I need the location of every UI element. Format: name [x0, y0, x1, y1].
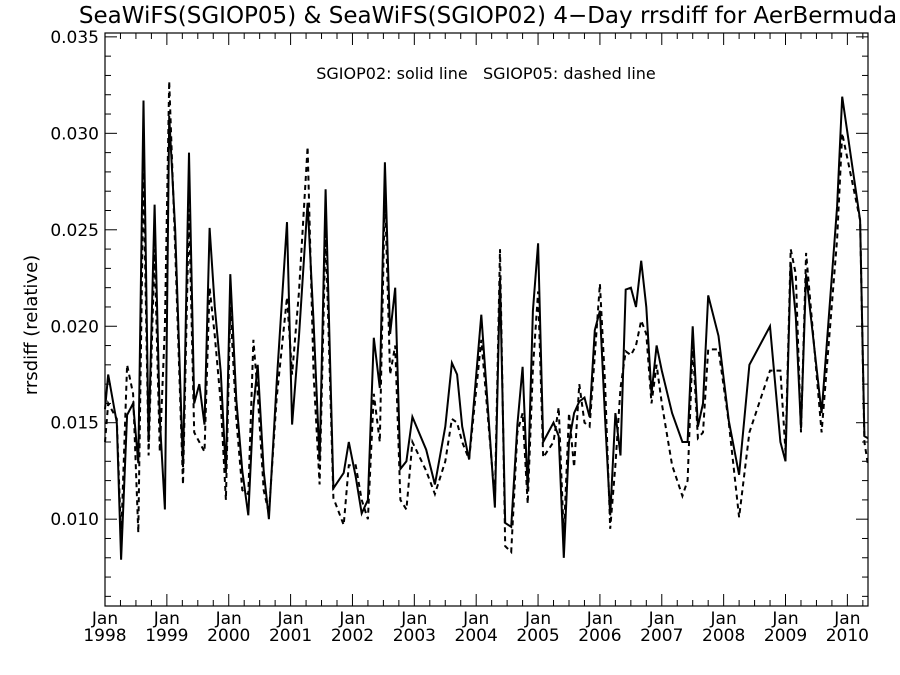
x-axis: Jan1998Jan1999Jan2000Jan2001Jan2002Jan20… — [83, 33, 869, 646]
x-tick-label-month: Jan — [153, 609, 180, 629]
x-tick-label-year: 2001 — [269, 626, 312, 646]
line-style-annotation: SGIOP02: solid line SGIOP05: dashed line — [316, 64, 656, 83]
y-tick-label: 0.010 — [50, 510, 99, 530]
y-tick-label: 0.035 — [50, 28, 99, 48]
x-tick-label-month: Jan — [400, 609, 427, 629]
series-line-sgiop05-dashed — [104, 81, 869, 555]
x-tick-label-year: 2002 — [331, 626, 374, 646]
x-tick-label-month: Jan — [710, 609, 737, 629]
x-tick-label-month: Jan — [524, 609, 551, 629]
x-tick-label-month: Jan — [215, 609, 242, 629]
y-tick-label: 0.015 — [50, 414, 99, 434]
series-line-sgiop02-solid — [104, 96, 869, 560]
x-tick-label-month: Jan — [586, 609, 613, 629]
x-tick-label-month: Jan — [648, 609, 675, 629]
y-axis-label: rrsdiff (relative) — [21, 255, 42, 395]
y-tick-label: 0.030 — [50, 124, 99, 144]
chart-title: SeaWiFS(SGIOP05) & SeaWiFS(SGIOP02) 4−Da… — [79, 3, 897, 29]
x-tick-label-month: Jan — [91, 609, 118, 629]
y-tick-label: 0.020 — [50, 317, 99, 337]
x-tick-label-year: 1999 — [145, 626, 188, 646]
series-layer — [104, 81, 869, 560]
x-tick-label-month: Jan — [771, 609, 798, 629]
x-tick-label-year: 2000 — [207, 626, 250, 646]
y-axis: 0.010 0.015 0.020 0.025 0.030 0.035 — [50, 28, 868, 597]
x-tick-label-year: 2003 — [393, 626, 436, 646]
x-tick-label-year: 2006 — [578, 626, 621, 646]
x-tick-label-year: 2008 — [702, 626, 745, 646]
x-tick-label-month: Jan — [833, 609, 860, 629]
y-tick-label: 0.025 — [50, 221, 99, 241]
x-tick-label-year: 1998 — [83, 626, 126, 646]
x-tick-label-month: Jan — [276, 609, 303, 629]
x-tick-label-year: 2010 — [826, 626, 869, 646]
x-tick-label-year: 2004 — [455, 626, 498, 646]
x-tick-label-year: 2007 — [640, 626, 683, 646]
x-tick-label-month: Jan — [462, 609, 489, 629]
x-tick-label-year: 2009 — [764, 626, 807, 646]
x-tick-label-month: Jan — [338, 609, 365, 629]
x-tick-label-year: 2005 — [516, 626, 559, 646]
plot-frame — [104, 32, 869, 607]
